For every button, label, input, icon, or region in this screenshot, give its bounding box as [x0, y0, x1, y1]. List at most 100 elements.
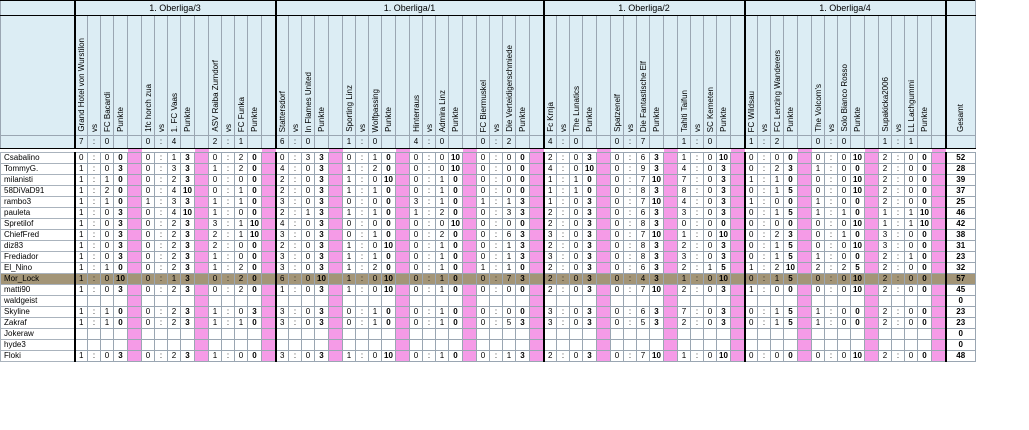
tip-sep: :	[757, 306, 771, 318]
tip-sep: :	[355, 262, 369, 274]
player-row[interactable]: pauleta 1:0 3 0:4 10 1:0 0 2:1 3 1:1 0 1:2 0 0:3 3 2:0 3…	[0, 207, 976, 219]
tip-sep: :	[288, 350, 302, 362]
tip-sep: :	[824, 240, 838, 252]
spacer-cell	[529, 207, 544, 219]
spacer-cell	[261, 328, 276, 340]
tip-home: 2	[677, 317, 691, 329]
tip-home: 2	[542, 218, 557, 230]
tip-points: 0	[113, 152, 128, 164]
player-row[interactable]: rambo3 1:1 0 1:3 3 1:1 0 3:0 3 0:0 0 3:1 0 1:1 3 1:0 3 0:…	[0, 196, 976, 208]
player-row[interactable]: TommyG. 1:0 3 0:3 3 1:2 0 4:0 3 1:2 0 0:0 10 0:0 0 4:0 1…	[0, 163, 976, 175]
spacer-cell	[127, 251, 142, 263]
tip-points: 0	[917, 262, 932, 274]
player-row[interactable]: Csabalino 0:0 0 0:1 3 0:2 0 0:3 3 0:1 0 0:0 10 0:0 0 2:…	[0, 152, 976, 164]
tip-home: 0	[610, 163, 624, 175]
corner-cell	[0, 15, 75, 136]
group-header: 1. Oberliga/1	[274, 0, 544, 16]
tip-home: 0	[677, 218, 691, 230]
player-row[interactable]: matti90 1:0 3 0:2 3 0:2 0 1:0 3 1:0 10 0:1 0 0:0 0 2:0 3…	[0, 284, 976, 296]
spacer-cell	[328, 229, 343, 241]
tip-sep: :	[288, 240, 302, 252]
tip-away: 1	[368, 306, 382, 318]
tip-points: 10	[247, 229, 262, 241]
tip-sep: :	[623, 317, 637, 329]
spacer-cell	[194, 240, 209, 252]
tip-away: 9	[636, 163, 650, 175]
player-row[interactable]: 58DiVaD91 1:2 0 0:4 10 0:1 0 2:0 3 1:1 0 0:1 0 0:0 0 1:…	[0, 185, 976, 197]
tip-away: 0	[368, 174, 382, 186]
player-row[interactable]: Mor_Lock 1:0 10 0:1 3 0:2 0 6:0 10 1:0 10 0:1 0 0:7 3 2…	[0, 273, 976, 285]
spacer-cell	[328, 196, 343, 208]
spacer-cell	[328, 317, 343, 329]
tip-home: 2	[677, 284, 691, 296]
spacer-cell	[663, 135, 678, 149]
tip-sep	[891, 328, 905, 340]
spacer-cell	[663, 262, 678, 274]
tip-sep: :	[623, 218, 637, 230]
tip-away: 1	[368, 152, 382, 164]
tip-away: 0	[904, 350, 918, 362]
tip-points: 10	[649, 350, 664, 362]
spacer-cell	[328, 207, 343, 219]
player-row[interactable]: ChiefFred 1:0 3 0:2 3 2:1 10 3:0 3 0:1 0 0:2 0 0:6 3 3:…	[0, 229, 976, 241]
tip-points	[515, 328, 530, 340]
tip-sep: :	[87, 218, 101, 230]
spacer-cell	[864, 15, 879, 136]
tip-away: 0	[904, 185, 918, 197]
player-row[interactable]: hyde3 0	[0, 339, 976, 351]
player-row[interactable]: Floki 1:0 3 0:2 3 1:0 0 3:0 3 1:0 10 0:1 0 0:1 3 2:0 3 0:…	[0, 350, 976, 362]
tip-sep: :	[690, 207, 704, 219]
tip-sep: :	[824, 229, 838, 241]
player-row[interactable]: milanisti 1:1 0 0:2 3 0:0 0 2:0 3 1:0 10 0:1 0 0:0 0 1:…	[0, 174, 976, 186]
tip-home: 0	[208, 152, 222, 164]
tip-home: 1	[342, 251, 356, 263]
spacer-cell	[395, 350, 410, 362]
tip-home: 1	[811, 196, 825, 208]
tip-sep	[824, 339, 838, 351]
tip-home: 1	[73, 240, 88, 252]
result-away: 0	[368, 135, 382, 149]
tip-away: 1	[502, 196, 516, 208]
player-row[interactable]: Frediador 1:0 3 0:2 3 1:0 0 3:0 3 1:1 0 0:1 0 0:1 3 3:0…	[0, 251, 976, 263]
player-row[interactable]: Skyline 1:1 0 0:2 3 1:0 3 3:0 3 0:1 0 0:1 0 0:0 0 3:0 3 0…	[0, 306, 976, 318]
tip-points: 0	[515, 152, 530, 164]
player-name: rambo3	[0, 196, 75, 208]
player-row[interactable]: El_Nino 1:1 0 0:2 3 1:2 0 3:0 3 1:2 0 0:1 0 1:1 0 2:0 3 0…	[0, 262, 976, 274]
tip-sep: :	[891, 196, 905, 208]
home-team-label: Sporting Linz	[344, 85, 354, 132]
tip-away: 0	[770, 284, 784, 296]
tip-sep: :	[824, 350, 838, 362]
tip-home: 0	[409, 240, 423, 252]
player-row[interactable]: Zakraf 1:1 0 0:2 3 1:1 0 3:0 3 0:1 0 0:1 0 0:5 3 3:0 3 0:…	[0, 317, 976, 329]
points-label: Punkte	[250, 107, 259, 132]
spacer-cell	[261, 251, 276, 263]
vs-label: vs	[156, 124, 166, 132]
tip-home: 0	[409, 185, 423, 197]
spacer-cell	[529, 196, 544, 208]
spacer-cell	[663, 163, 678, 175]
tip-sep: :	[489, 185, 503, 197]
player-row[interactable]: waldgeist 0	[0, 295, 976, 307]
player-row[interactable]: Spretilof 1:0 3 0:2 3 3:1 10 4:0 3 0:0 0 0:0 10 0:0 0 2…	[0, 218, 976, 230]
spacer-cell	[462, 152, 477, 164]
tip-home	[542, 328, 557, 340]
tip-home: 3	[274, 350, 289, 362]
player-row[interactable]: diz83 1:0 3 0:2 3 2:0 0 2:0 3 1:0 10 0:1 0 0:1 3 2:0 3 0:…	[0, 240, 976, 252]
tip-home: 0	[743, 229, 758, 241]
tip-home: 2	[878, 196, 892, 208]
tip-home: 0	[743, 251, 758, 263]
tip-sep: :	[891, 350, 905, 362]
tip-home: 1	[743, 262, 758, 274]
tip-sep: :	[87, 284, 101, 296]
tip-home: 8	[677, 185, 691, 197]
tip-sep: :	[288, 218, 302, 230]
spacer-cell	[596, 306, 611, 318]
player-row[interactable]: Jokeraw 0	[0, 328, 976, 340]
corner-cell	[0, 135, 75, 149]
spacer-cell	[864, 174, 879, 186]
tip-points: 10	[917, 218, 932, 230]
spacer-cell	[730, 339, 745, 351]
player-total: 28	[944, 163, 976, 175]
tip-away: 0	[837, 284, 851, 296]
tip-away	[770, 328, 784, 340]
